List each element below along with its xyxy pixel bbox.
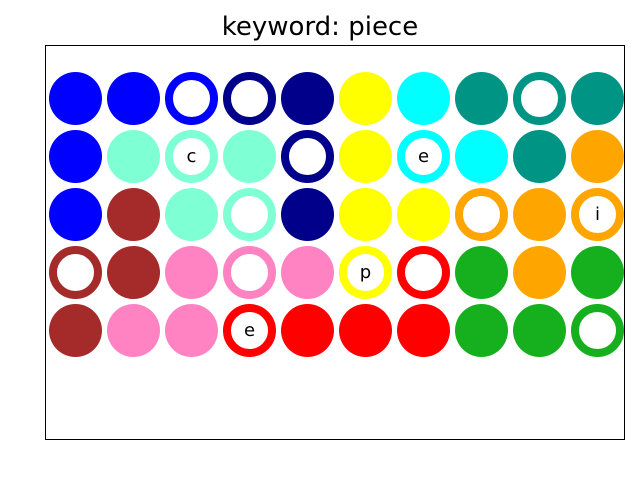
circle-r3-c6[interactable] [339,188,392,241]
circle-r5-c1[interactable] [49,304,102,357]
circle-r3-c4[interactable] [223,188,276,241]
circle-r5-c5[interactable] [281,304,334,357]
circle-r4-c10[interactable] [571,246,624,299]
circle-r1-c3[interactable] [165,72,218,125]
circle-r1-c9[interactable] [513,72,566,125]
circle-r3-c10[interactable]: i [571,188,624,241]
circle-r1-c6[interactable] [339,72,392,125]
circle-r4-c8[interactable] [455,246,508,299]
circle-r3-c3[interactable] [165,188,218,241]
circle-r2-c8[interactable] [455,130,508,183]
circle-r2-c10[interactable] [571,130,624,183]
circle-r4-c9[interactable] [513,246,566,299]
circle-letter: i [594,203,600,225]
circle-r1-c10[interactable] [571,72,624,125]
circle-r4-c4[interactable] [223,246,276,299]
circle-r1-c4[interactable] [223,72,276,125]
circle-r3-c1[interactable] [49,188,102,241]
circle-letter: c [186,145,197,167]
circle-r4-c6[interactable]: p [339,246,392,299]
circle-r3-c7[interactable] [397,188,450,241]
circle-r5-c8[interactable] [455,304,508,357]
circle-r1-c7[interactable] [397,72,450,125]
circle-r4-c5[interactable] [281,246,334,299]
circle-r1-c1[interactable] [49,72,102,125]
circle-r1-c5[interactable] [281,72,334,125]
circle-r4-c7[interactable] [397,246,450,299]
circle-r3-c2[interactable] [107,188,160,241]
circle-r2-c1[interactable] [49,130,102,183]
circle-r2-c3[interactable]: c [165,130,218,183]
circle-r1-c2[interactable] [107,72,160,125]
circle-letter: p [359,261,372,283]
circle-r3-c9[interactable] [513,188,566,241]
circle-r4-c2[interactable] [107,246,160,299]
circle-r5-c3[interactable] [165,304,218,357]
circle-r4-c3[interactable] [165,246,218,299]
circle-r5-c4[interactable]: e [223,304,276,357]
circle-r3-c8[interactable] [455,188,508,241]
circle-r1-c8[interactable] [455,72,508,125]
circle-r5-c2[interactable] [107,304,160,357]
circle-r3-c5[interactable] [281,188,334,241]
circle-r5-c9[interactable] [513,304,566,357]
circle-r5-c6[interactable] [339,304,392,357]
circle-r4-c1[interactable] [49,246,102,299]
puzzle-title: keyword: piece [221,12,419,42]
game-board: c e i p e [45,45,625,440]
circle-r5-c7[interactable] [397,304,450,357]
circle-r2-c6[interactable] [339,130,392,183]
circle-r2-c7[interactable]: e [397,130,450,183]
circle-r2-c4[interactable] [223,130,276,183]
circle-r2-c2[interactable] [107,130,160,183]
circle-r2-c9[interactable] [513,130,566,183]
circle-letter: e [417,145,430,167]
circle-r5-c10[interactable] [571,304,624,357]
circle-letter: e [243,319,256,341]
circle-r2-c5[interactable] [281,130,334,183]
